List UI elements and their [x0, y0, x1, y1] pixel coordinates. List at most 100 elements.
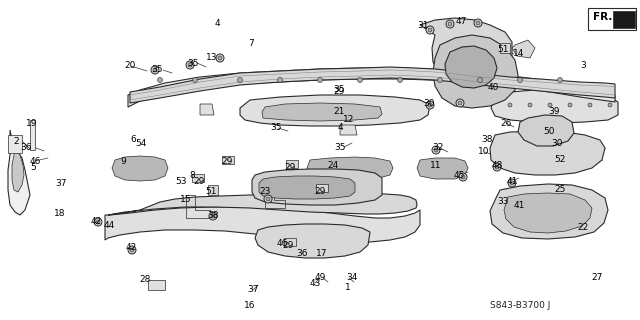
Circle shape	[428, 103, 432, 107]
Text: 28: 28	[140, 275, 150, 284]
Text: 13: 13	[206, 52, 218, 61]
Circle shape	[461, 175, 465, 179]
Text: 18: 18	[54, 209, 66, 218]
Circle shape	[358, 77, 362, 83]
Polygon shape	[345, 105, 362, 118]
Polygon shape	[105, 207, 420, 242]
Text: 43: 43	[309, 278, 321, 287]
Polygon shape	[192, 174, 204, 182]
Circle shape	[128, 246, 136, 254]
Circle shape	[317, 77, 323, 83]
Circle shape	[438, 77, 442, 83]
Text: 29: 29	[193, 177, 205, 186]
Circle shape	[130, 248, 134, 252]
Text: 29: 29	[284, 163, 296, 172]
Text: 46: 46	[29, 156, 41, 165]
Circle shape	[493, 163, 501, 171]
Text: 1: 1	[345, 283, 351, 292]
Circle shape	[446, 20, 454, 28]
Circle shape	[588, 103, 592, 107]
Text: 29: 29	[314, 188, 326, 196]
Text: 24: 24	[328, 161, 339, 170]
Text: 29: 29	[282, 242, 294, 251]
Circle shape	[428, 28, 432, 32]
Polygon shape	[512, 40, 535, 58]
Text: 54: 54	[135, 139, 147, 148]
Circle shape	[278, 77, 282, 83]
Circle shape	[153, 68, 157, 72]
Text: 35: 35	[334, 142, 346, 151]
Polygon shape	[222, 156, 234, 164]
Polygon shape	[8, 130, 30, 215]
Text: 23: 23	[259, 188, 271, 196]
Circle shape	[474, 19, 482, 27]
Polygon shape	[491, 90, 618, 123]
Text: 48: 48	[492, 161, 502, 170]
Text: 17: 17	[316, 249, 328, 258]
Text: 52: 52	[554, 155, 566, 164]
Text: 19: 19	[26, 119, 38, 129]
Polygon shape	[286, 160, 298, 168]
Text: 9: 9	[120, 156, 126, 165]
Circle shape	[608, 103, 612, 107]
Circle shape	[476, 21, 480, 25]
Polygon shape	[445, 46, 497, 88]
Circle shape	[266, 197, 270, 201]
Text: 2: 2	[13, 137, 19, 146]
Polygon shape	[208, 185, 218, 195]
Text: 8: 8	[189, 171, 195, 180]
Circle shape	[434, 148, 438, 152]
Text: 29: 29	[333, 86, 345, 95]
Text: 42: 42	[90, 217, 102, 226]
Text: 40: 40	[487, 83, 499, 92]
Circle shape	[528, 103, 532, 107]
Text: 21: 21	[333, 107, 345, 116]
Polygon shape	[255, 224, 370, 258]
Circle shape	[237, 77, 243, 83]
Text: 45: 45	[453, 171, 465, 180]
Circle shape	[218, 56, 222, 60]
Polygon shape	[200, 104, 214, 115]
Circle shape	[157, 77, 163, 83]
Text: 41: 41	[506, 177, 518, 186]
Text: 31: 31	[417, 21, 429, 30]
Circle shape	[448, 22, 452, 26]
Circle shape	[193, 77, 198, 83]
Text: 42: 42	[125, 244, 136, 252]
Polygon shape	[490, 184, 608, 239]
Text: 11: 11	[430, 162, 442, 171]
Text: 51: 51	[497, 45, 509, 54]
Text: 35: 35	[188, 59, 199, 68]
Polygon shape	[417, 158, 468, 179]
Circle shape	[510, 181, 514, 185]
Circle shape	[188, 63, 192, 67]
Text: 36: 36	[20, 143, 32, 153]
Circle shape	[548, 103, 552, 107]
Text: 16: 16	[244, 300, 256, 309]
Circle shape	[211, 214, 215, 218]
Circle shape	[397, 77, 403, 83]
Text: 44: 44	[104, 221, 115, 230]
Text: FR.: FR.	[593, 12, 612, 22]
Polygon shape	[613, 11, 635, 28]
Text: 36: 36	[296, 249, 308, 258]
Text: 35: 35	[270, 124, 282, 132]
Text: 35: 35	[151, 66, 163, 75]
Circle shape	[426, 26, 434, 34]
Text: 14: 14	[513, 49, 525, 58]
Text: 5: 5	[30, 164, 36, 172]
Polygon shape	[240, 95, 430, 126]
Text: 37: 37	[247, 285, 259, 294]
Polygon shape	[316, 184, 328, 192]
Circle shape	[186, 61, 194, 69]
Text: 4: 4	[337, 123, 343, 132]
Polygon shape	[262, 103, 382, 121]
Polygon shape	[112, 156, 168, 181]
Bar	[8, 135, 22, 153]
Circle shape	[216, 54, 224, 62]
Circle shape	[209, 212, 217, 220]
Circle shape	[477, 77, 483, 83]
Text: 32: 32	[432, 143, 444, 153]
Circle shape	[264, 195, 272, 203]
Text: 29: 29	[221, 157, 233, 166]
